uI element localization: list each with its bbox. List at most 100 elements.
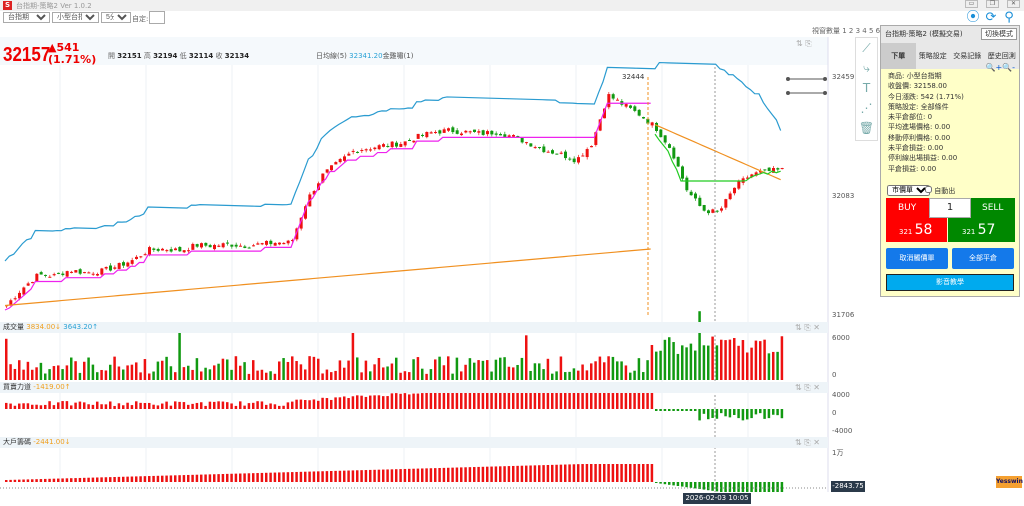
close-button[interactable]: ✕	[1007, 0, 1020, 8]
power-bar	[438, 392, 441, 409]
power-bar	[204, 405, 207, 409]
info-line: 今日漲跌: 542 (1.71%)	[888, 92, 964, 101]
quantity-input[interactable]: 1	[929, 198, 971, 218]
volume-bar	[451, 373, 454, 380]
power-bar	[672, 409, 675, 411]
bigplayer-bar	[451, 467, 454, 482]
power-bar	[772, 409, 775, 415]
power-bar	[44, 404, 47, 409]
candle	[386, 146, 390, 148]
info-line: 收盤價: 32158.00	[888, 82, 947, 91]
power-bar	[494, 392, 498, 409]
axis-label-top: 32459	[832, 73, 855, 81]
candle	[356, 151, 359, 153]
volume-axis-zero: 0	[832, 371, 837, 379]
power-bar	[551, 391, 554, 409]
custom-interval-input[interactable]	[149, 11, 165, 24]
power-bar	[239, 401, 242, 409]
power-bar	[767, 409, 771, 419]
candle	[663, 135, 667, 143]
volume-bar	[57, 365, 60, 380]
power-bar	[325, 398, 329, 409]
volume-bar	[130, 364, 134, 380]
power-bar	[369, 395, 372, 409]
switch-mode-button[interactable]: 切換模式	[981, 28, 1017, 40]
candle	[633, 106, 637, 111]
close-all-button[interactable]: 全部平倉	[952, 248, 1014, 269]
user-list-icon[interactable]: ⚲	[1004, 10, 1014, 25]
power-bar	[156, 405, 160, 409]
fan-tool-icon[interactable]: ⋰	[860, 101, 873, 115]
power-bar	[529, 390, 532, 409]
panel-icons[interactable]: ⇅ ⎘ ✕	[795, 438, 820, 447]
power-bar	[165, 401, 168, 409]
cancel-trigger-order-button[interactable]: 取消觸價單	[886, 248, 948, 269]
panel-icons[interactable]: ⇅ ⎘ ✕	[795, 383, 820, 392]
volume-bar	[217, 363, 220, 380]
bigplayer-bar	[104, 477, 108, 482]
cursor-date-label: 2026-02-03 10:05	[683, 493, 751, 504]
signal-icon[interactable]: ⦿	[966, 10, 980, 25]
line-tool-icon[interactable]: ⟋	[862, 41, 871, 55]
bigplayer-bar	[676, 482, 680, 486]
volume-bar	[364, 360, 368, 380]
auto-exit-checkbox[interactable]: 自動出	[925, 186, 955, 196]
candle	[377, 145, 381, 150]
volume-bar	[256, 370, 259, 380]
tab-order[interactable]: 下單	[881, 43, 916, 69]
tab-backtest[interactable]: 歷史回測	[987, 52, 1016, 60]
polyline-tool-icon[interactable]: ⤷	[863, 61, 870, 75]
panel-icons[interactable]: ⇅ ⎘ ✕	[795, 323, 820, 332]
power-bar	[191, 403, 194, 409]
chart-settings-icons[interactable]: ⇅ ⎘	[796, 39, 812, 48]
market-select[interactable]: 台指期	[3, 12, 50, 23]
chart-canvas[interactable]	[0, 37, 830, 492]
interval-select[interactable]: 5分K	[101, 12, 131, 23]
zoom-icons[interactable]: 🔍+🔍-	[985, 63, 1015, 72]
candle	[213, 244, 216, 250]
volume-bar	[169, 366, 173, 380]
order-type-select[interactable]: 市價單	[887, 185, 930, 196]
video-tutorial-button[interactable]: 影音教學	[886, 274, 1014, 291]
upper-band-line	[4, 61, 782, 262]
power-bar	[412, 393, 415, 409]
volume-bar	[520, 357, 524, 380]
volume-bar	[473, 362, 476, 380]
candle	[395, 142, 398, 147]
candle	[512, 135, 515, 137]
power-bar	[187, 404, 190, 409]
candle	[447, 128, 450, 131]
power-bar	[559, 392, 563, 409]
power-bar	[507, 391, 511, 409]
volume-bar	[234, 356, 238, 380]
window-count-selector[interactable]: 視窗數量 1 2 3 4 5 6	[812, 27, 881, 35]
low-label: 低	[179, 52, 187, 60]
volume-bar	[286, 361, 290, 380]
power-bar	[230, 403, 233, 409]
trash-icon[interactable]: 🗑	[858, 121, 875, 135]
refresh-icon[interactable]: ⟳	[985, 10, 997, 25]
tab-strategy-settings[interactable]: 策略設定	[918, 52, 947, 60]
power-bar	[603, 392, 606, 409]
tab-trade-log[interactable]: 交易記錄	[953, 52, 982, 60]
power-bar	[598, 392, 602, 409]
candle	[659, 129, 663, 138]
text-tool-icon[interactable]: T	[862, 81, 871, 95]
candle	[624, 104, 628, 107]
bigplayer-bar	[429, 468, 433, 482]
power-bar	[520, 392, 524, 409]
candle	[655, 122, 658, 131]
candle	[464, 130, 468, 133]
volume-bar	[308, 356, 311, 380]
bigplayer-bar	[252, 473, 255, 482]
volume-bar	[737, 345, 740, 380]
bigplayer-bar	[360, 470, 363, 482]
volume-bar	[763, 339, 766, 380]
power-bar	[538, 392, 541, 409]
candle	[746, 177, 749, 179]
restore-button[interactable]: ❐	[986, 0, 999, 8]
bigplayer-bar	[295, 471, 298, 482]
minimize-button[interactable]: ▭	[965, 0, 978, 8]
product-select[interactable]: 小型台指期	[52, 12, 99, 23]
stop-line	[654, 133, 781, 182]
